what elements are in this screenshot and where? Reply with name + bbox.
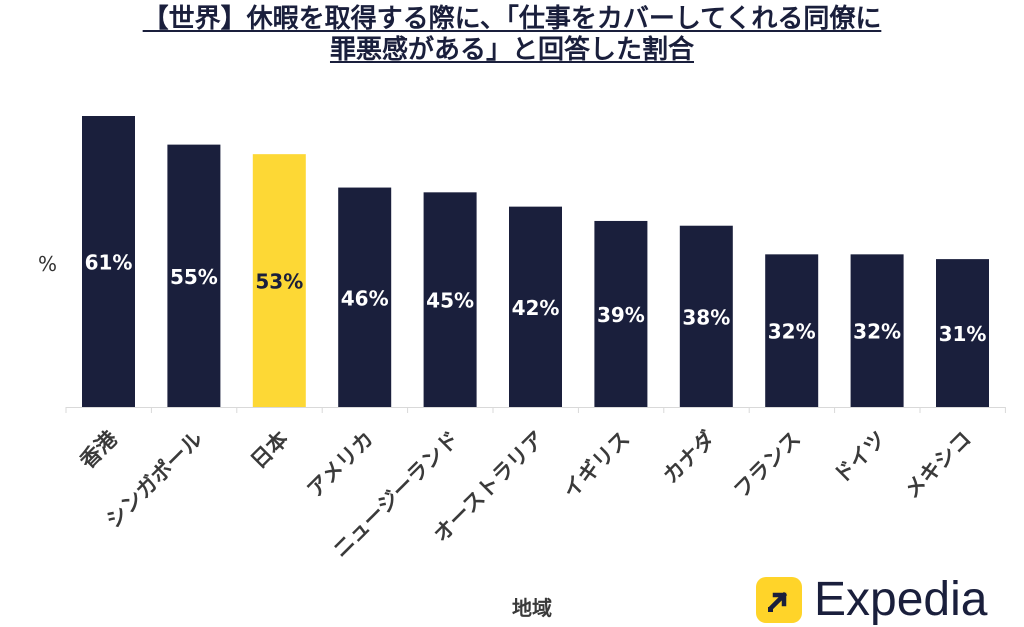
- category-label-9: フランス: [729, 427, 805, 503]
- chart-title: 【世界】休暇を取得する際に、「仕事をカバーしてくれる同僚に 罪悪感がある」と回答…: [0, 4, 1024, 66]
- bar-9: [765, 254, 819, 407]
- data-label-2: 55%: [170, 265, 218, 289]
- bar-3: [252, 154, 306, 407]
- category-label-8: カナダ: [658, 427, 720, 489]
- bar-8: [679, 225, 733, 407]
- category-label-7: イギリス: [558, 427, 634, 503]
- x-axis-label: 地域: [512, 596, 552, 620]
- data-label-5: 45%: [426, 289, 474, 313]
- data-label-10: 32%: [853, 320, 901, 344]
- data-label-7: 39%: [597, 303, 645, 327]
- bar-2: [167, 144, 221, 407]
- bar-1: [82, 116, 135, 407]
- arrow-logo-icon: [756, 577, 802, 623]
- bar-11: [936, 259, 989, 407]
- data-label-3: 53%: [255, 270, 303, 294]
- bar-10: [850, 254, 904, 407]
- category-label-1: 香港: [75, 426, 122, 473]
- title-line-1: 【世界】休暇を取得する際に、「仕事をカバーしてくれる同僚に: [142, 4, 882, 34]
- bar-6: [509, 206, 562, 407]
- category-label-4: アメリカ: [303, 427, 379, 503]
- data-label-9: 32%: [768, 320, 816, 344]
- bar-7: [594, 220, 648, 407]
- data-label-1: 61%: [85, 251, 133, 275]
- category-label-11: メキシコ: [900, 427, 976, 503]
- data-label-8: 38%: [682, 305, 730, 329]
- data-label-11: 31%: [939, 322, 987, 346]
- bar-5: [423, 192, 477, 407]
- y-axis-label: %: [38, 252, 58, 276]
- category-label-10: ドイツ: [829, 427, 891, 489]
- expedia-logo: Expedia: [756, 574, 987, 626]
- data-label-4: 46%: [341, 286, 389, 310]
- title-line-2: 罪悪感がある」と回答した割合: [329, 35, 694, 65]
- data-label-6: 42%: [512, 296, 560, 320]
- logo-text: Expedia: [814, 573, 988, 626]
- category-label-3: 日本: [246, 427, 293, 474]
- bar-4: [338, 187, 392, 407]
